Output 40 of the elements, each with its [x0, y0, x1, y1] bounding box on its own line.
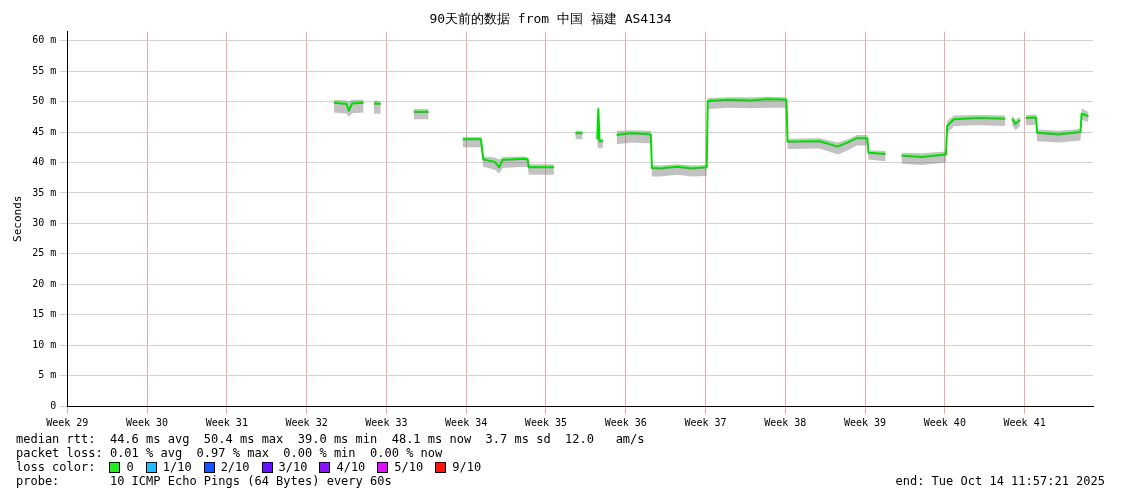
x-tick-label: Week 38: [764, 416, 807, 428]
y-tick-label: 20 m: [32, 277, 57, 289]
chart-title: 90天前的数据 from 中国 福建 AS4134: [429, 11, 672, 27]
y-tick-label: 60 m: [32, 34, 57, 46]
y-tick-label: 10 m: [32, 338, 57, 350]
text: probe: 10 ICMP Echo Pings (64 Bytes) every 60s: [16, 474, 392, 488]
y-tick-label: 35 m: [32, 186, 57, 198]
x-tick-label: Week 40: [923, 416, 966, 428]
text: 2/10: [220, 460, 250, 474]
y-tick-label: 50 m: [32, 95, 57, 107]
y-tick-label: 25 m: [32, 247, 57, 259]
text: 5/10: [394, 460, 424, 474]
x-tick-label: Week 33: [365, 416, 408, 428]
text: packet loss: 0.01 % avg 0.97 % max 0.00 % min 0.00 % now: [16, 446, 444, 460]
x-tick-label: Week 35: [524, 416, 568, 428]
text: 9/10: [452, 460, 482, 474]
x-tick-label: Week 37: [684, 416, 727, 428]
x-tick-label: Week 39: [843, 416, 887, 428]
x-tick-label: Week 30: [125, 416, 169, 428]
x-tick-label: Week 41: [1003, 416, 1046, 428]
text: median rtt: 44.6 ms avg 50.4 ms max 39.0 ms min 48.1 ms now 3.7 ms sd 12.0 am/s: [16, 432, 646, 446]
y-tick-label: 55 m: [32, 64, 57, 76]
y-tick-label: 0: [50, 399, 57, 411]
text: loss color:: [16, 460, 96, 474]
x-tick-label: Week 34: [445, 416, 488, 428]
text: end: Tue Oct 14 11:57:21 2025: [895, 474, 1105, 488]
x-tick-label: Week 36: [604, 416, 647, 428]
y-axis-title: Seconds: [11, 195, 25, 242]
x-tick-label: Week 32: [285, 416, 328, 428]
text: 3/10: [278, 460, 308, 474]
text: 0: [126, 460, 134, 474]
y-tick-label: 45 m: [32, 125, 57, 137]
y-tick-label: 5 m: [38, 369, 57, 381]
y-tick-label: 30 m: [32, 216, 57, 228]
x-tick-label: Week 31: [205, 416, 248, 428]
text: 1/10: [162, 460, 192, 474]
y-tick-label: 40 m: [32, 156, 57, 168]
y-tick-label: 15 m: [32, 308, 57, 320]
x-tick-label: Week 29: [46, 416, 89, 428]
text: 4/10: [336, 460, 366, 474]
